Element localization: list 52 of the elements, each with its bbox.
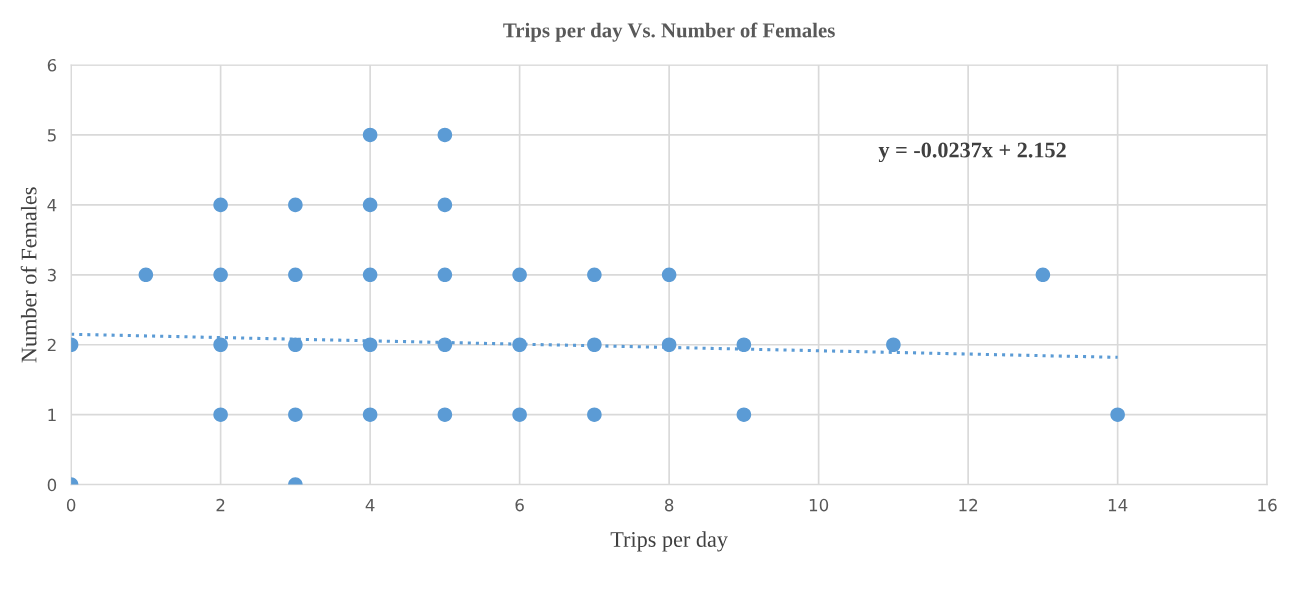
x-tick-label: 0 [66,498,76,512]
y-axis-title: Number of Females [20,187,37,363]
x-tick-label: 4 [365,499,375,512]
chart-title: Trips per day Vs. Number of Females [503,22,835,42]
point [288,407,303,422]
x-tick-label: 16 [1258,498,1277,512]
point [437,407,453,422]
point [512,337,527,353]
point [587,407,602,422]
point [362,337,378,353]
point [288,267,303,283]
annotation: y = -0.0237x + 2.152 [878,142,1066,163]
point [512,407,527,422]
x-tick-label: 12 [959,498,978,512]
y-tick-label: 0 [47,478,57,492]
point [437,267,453,283]
point [362,127,378,143]
y-tick-label: 1 [48,408,56,422]
point [587,337,602,353]
point [213,267,228,283]
x-tick-label: 6 [515,498,524,512]
point [362,407,378,422]
point [661,267,677,283]
x-tick-label: 10 [809,498,829,512]
y-tick-label: 3 [47,268,56,282]
y-tick-label: 6 [47,58,57,72]
point [213,197,228,213]
point [362,197,378,213]
point [213,407,228,422]
point [288,197,303,213]
point [213,337,228,353]
x-axis-title: Trips per day [610,531,728,552]
x-tick-label: 2 [216,498,225,512]
y-tick-label: 2 [47,338,56,352]
point [736,407,752,422]
point [138,267,154,283]
point [362,267,378,283]
point [437,197,453,213]
y-tick-label: 5 [47,129,56,142]
point [437,337,453,353]
point [512,267,527,283]
point [886,337,901,353]
x-tick-label: 14 [1108,499,1128,512]
point [661,337,677,353]
point [1110,407,1125,422]
point [1035,267,1051,283]
point [736,337,752,353]
x-tick-label: 8 [664,498,674,512]
point [288,337,303,353]
point [587,267,602,283]
y-tick-label: 4 [47,199,57,212]
point [437,127,453,143]
